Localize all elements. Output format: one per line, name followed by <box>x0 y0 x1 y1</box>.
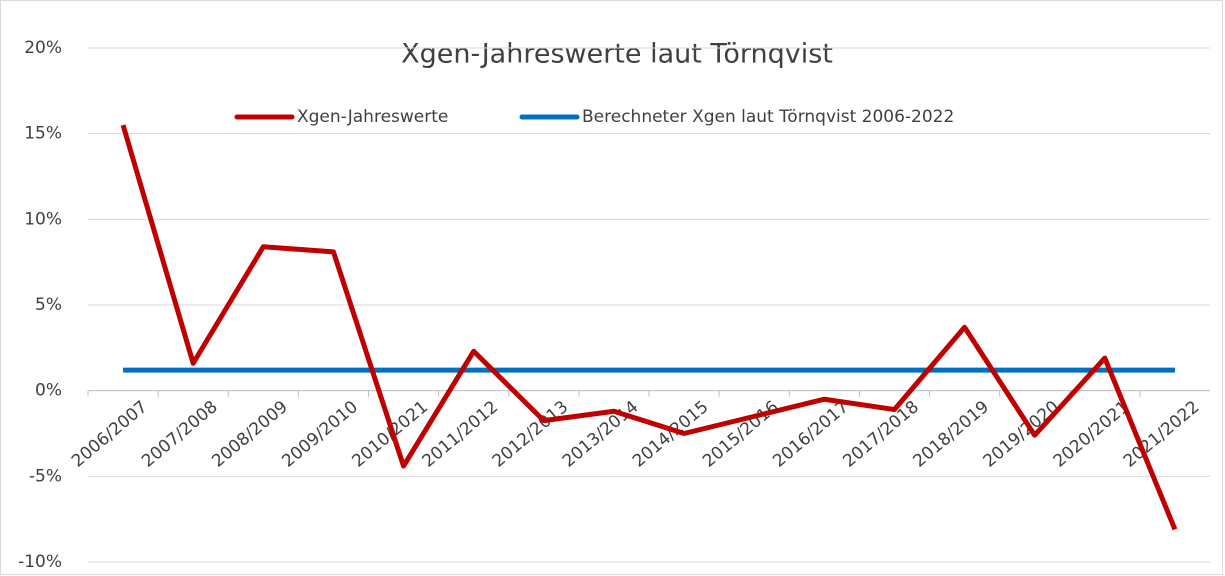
y-tick-label: 20% <box>24 38 62 58</box>
y-tick-label: 0% <box>35 381 62 401</box>
y-tick-label: 15% <box>24 124 62 144</box>
y-tick-label: -5% <box>29 466 62 486</box>
chart-title: Xgen-Jahreswerte laut Törnqvist <box>401 39 833 70</box>
y-tick-label: 10% <box>24 209 62 229</box>
y-tick-label: 5% <box>35 295 62 315</box>
legend-label: Xgen-Jahreswerte <box>297 107 448 127</box>
legend-label: Berechneter Xgen laut Törnqvist 2006-202… <box>582 107 954 127</box>
y-tick-label: -10% <box>18 552 62 572</box>
series-line <box>120 124 1178 531</box>
